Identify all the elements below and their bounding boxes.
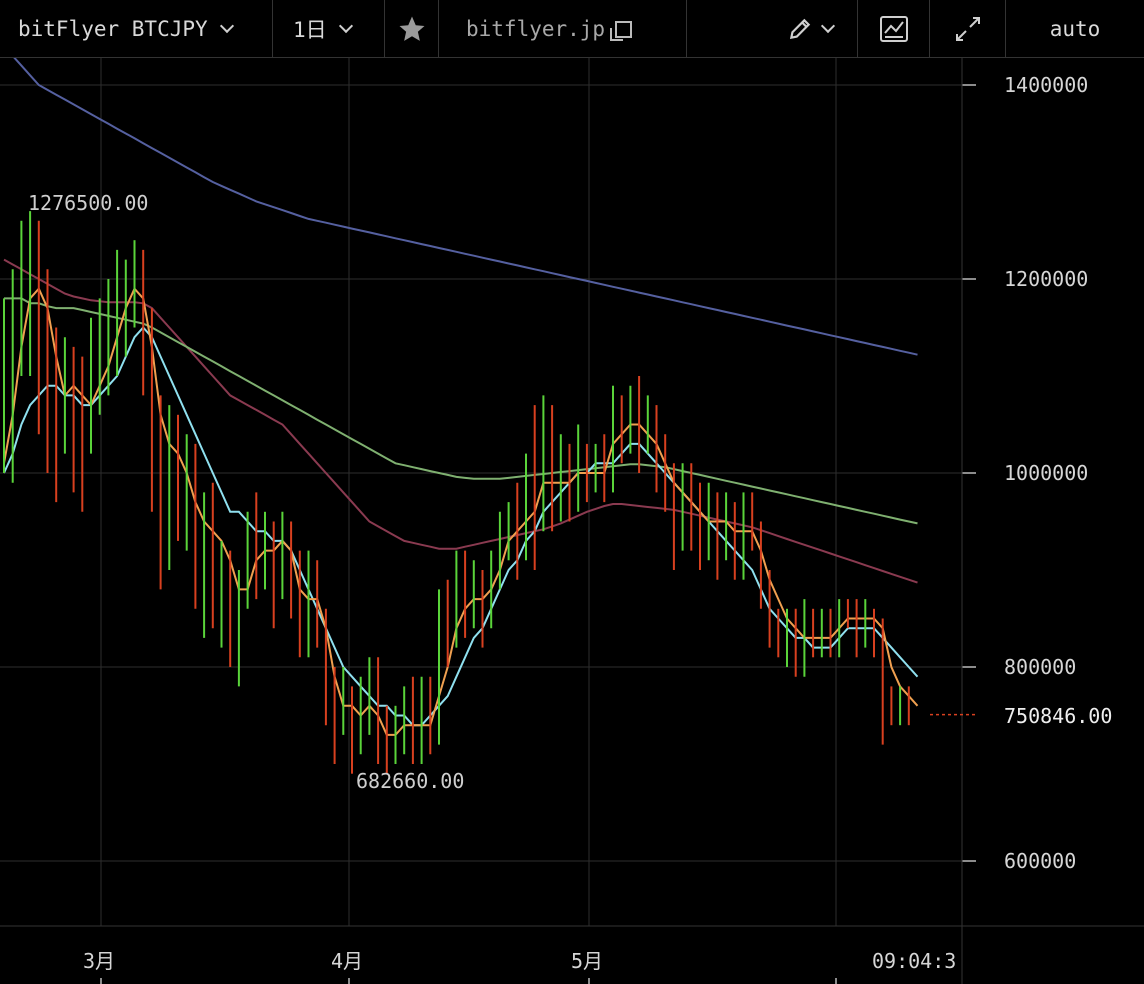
- ma-green-line: [4, 297, 918, 525]
- site-label: bitflyer.jp: [466, 17, 606, 41]
- expand-icon: [955, 17, 980, 41]
- pencil-icon: [789, 18, 810, 40]
- high-label: 1276500.00: [28, 191, 148, 215]
- scale-mode-button[interactable]: auto: [1006, 0, 1144, 58]
- chevron-down-icon: [820, 18, 835, 34]
- price-chart[interactable]: 1400000 1200000 1000000 800000 600000 3月 4月 5月 0…: [0, 58, 1144, 984]
- chevron-down-icon: [338, 18, 353, 34]
- favorite-button[interactable]: [385, 0, 439, 58]
- x-tick-label: 4月: [331, 949, 363, 973]
- last-price-label: 750846.00: [1004, 704, 1112, 728]
- symbol-selector[interactable]: bitFlyer BTCJPY: [0, 0, 273, 58]
- copy-icon: [610, 20, 633, 41]
- x-tick-label: 5月: [571, 949, 603, 973]
- x-tick-label: 09:04:3: [872, 949, 956, 973]
- indicator-icon: [879, 16, 908, 42]
- grid: [0, 58, 962, 926]
- site-link[interactable]: bitflyer.jp: [439, 0, 687, 58]
- symbol-label: bitFlyer BTCJPY: [18, 17, 208, 41]
- low-label: 682660.00: [356, 769, 464, 793]
- interval-selector[interactable]: 1日: [273, 0, 385, 58]
- candles: [3, 211, 910, 774]
- fullscreen-button[interactable]: [930, 0, 1006, 58]
- star-icon: [399, 16, 424, 41]
- chevron-down-icon: [219, 18, 234, 34]
- chart-toolbar: bitFlyer BTCJPY 1日 bitflyer.jp auto: [0, 0, 1144, 58]
- axes: 1400000 1200000 1000000 800000 600000 3月 4月 5月 0…: [0, 58, 1144, 984]
- y-tick-label: 1200000: [1004, 267, 1088, 291]
- ma-long-line: [13, 58, 918, 356]
- y-tick-label: 1400000: [1004, 73, 1088, 97]
- indicators-button[interactable]: [858, 0, 930, 58]
- interval-label: 1日: [293, 18, 327, 42]
- ma-short-line: [3, 286, 919, 736]
- ma-cyan-line: [3, 326, 919, 727]
- moving-averages: [3, 58, 919, 736]
- y-tick-label: 1000000: [1004, 461, 1088, 485]
- ma-maroon-line: [3, 258, 918, 584]
- y-tick-label: 800000: [1004, 655, 1076, 679]
- drawing-tools-button[interactable]: [762, 0, 858, 58]
- x-tick-label: 3月: [83, 949, 115, 973]
- y-tick-label: 600000: [1004, 849, 1076, 873]
- scale-mode-label: auto: [1049, 17, 1101, 41]
